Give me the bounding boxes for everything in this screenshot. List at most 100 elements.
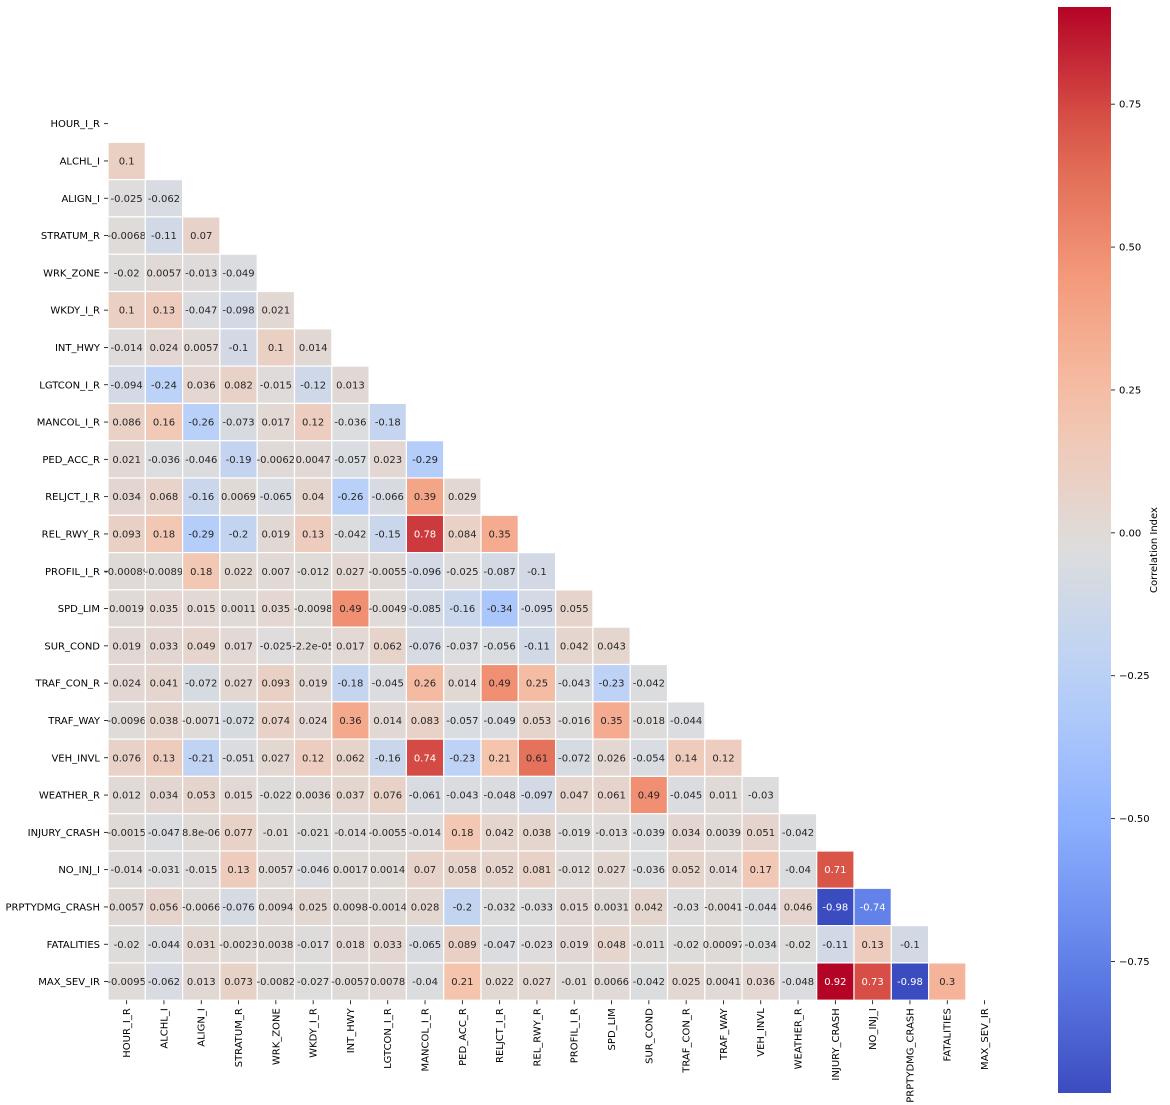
heatmap-cell (592, 701, 631, 740)
heatmap-cell (443, 589, 482, 628)
heatmap-cell (256, 850, 296, 889)
cell-value-label: 0.3 (939, 977, 955, 988)
cell-value-label: 0.076 (112, 753, 141, 764)
heatmap-cell (405, 440, 445, 479)
cell-value-label: 0.049 (187, 641, 216, 652)
cell-value-label: -0.045 (670, 791, 702, 802)
heatmap-cell (666, 701, 706, 740)
cell-value-label: 0.093 (112, 529, 141, 540)
heatmap-cell (517, 850, 557, 889)
cell-value-label: -0.044 (148, 940, 180, 951)
heatmap-cell (144, 365, 184, 405)
cell-value-label: -0.23 (599, 679, 625, 690)
cell-value-label: -0.02 (114, 268, 140, 279)
heatmap-cell (144, 887, 184, 927)
cell-value-label: 0.0047 (296, 455, 331, 466)
cell-value-label: -0.0098 (294, 604, 333, 615)
heatmap-cell (778, 887, 818, 927)
colorbar-gradient-bar (1058, 7, 1111, 1093)
heatmap-cell (256, 626, 296, 666)
x-tick-label: INJURY_CRASH (831, 1008, 842, 1080)
cell-value-label: 0.036 (746, 977, 775, 988)
heatmap-cell (480, 514, 519, 554)
cell-value-label: 0.35 (489, 529, 511, 540)
y-tick-label: REL_RWY_R (42, 529, 100, 540)
heatmap-cell (405, 551, 445, 591)
cell-value-label: 0.13 (862, 940, 884, 951)
cell-value-label: -0.027 (297, 977, 329, 988)
cell-value-label: -0.073 (222, 418, 254, 429)
heatmap-cell (107, 551, 146, 591)
cell-value-label: -0.11 (151, 231, 177, 242)
cell-value-label: -0.021 (297, 828, 329, 839)
cell-value-label: 0.07 (414, 865, 436, 876)
heatmap-cells: 0.1 -0.025 -0.062 -0.0068 -0.11 0.07 -0.02 0.00… (104, 141, 967, 1001)
cell-value-label: 0.033 (373, 940, 402, 951)
cell-value-label: 0.082 (224, 380, 253, 391)
cell-value-label: -0.072 (185, 679, 217, 690)
x-tick-label: REL_RWY_R (532, 1008, 543, 1066)
cell-value-label: -0.29 (412, 455, 438, 466)
cell-value-label: -0.036 (334, 418, 366, 429)
cell-value-label: -0.023 (521, 940, 553, 951)
cell-value-label: 0.35 (600, 716, 622, 727)
cell-value-label: -0.018 (633, 716, 665, 727)
cell-value-label: 0.026 (597, 753, 626, 764)
cell-value-label: -0.013 (595, 828, 627, 839)
cell-value-label: 0.49 (638, 791, 660, 802)
heatmap-cell (368, 924, 408, 964)
cell-value-label: 0.076 (373, 791, 402, 802)
cell-value-label: -0.15 (375, 529, 401, 540)
heatmap-cell (182, 551, 221, 591)
cell-value-label: 0.024 (299, 716, 328, 727)
heatmap-cell (816, 850, 855, 889)
cell-value-label: 0.027 (597, 865, 626, 876)
cell-value-label: -0.26 (188, 418, 214, 429)
x-tick-label: RELJCT_I_R (495, 1008, 506, 1063)
heatmap-cell (144, 253, 184, 293)
heatmap-cell (331, 551, 370, 591)
heatmap-cell (405, 589, 445, 628)
cell-value-label: -0.048 (484, 791, 516, 802)
cell-value-label: 0.074 (262, 716, 291, 727)
cell-value-label: 0.21 (489, 753, 511, 764)
cell-value-label: 0.78 (414, 529, 436, 540)
heatmap-cell (219, 775, 258, 815)
heatmap-cell (182, 701, 221, 740)
heatmap-cell (293, 514, 333, 554)
cell-value-label: 0.019 (262, 529, 291, 540)
cell-value-label: -0.025 (446, 567, 478, 578)
heatmap-cell (480, 813, 519, 852)
cell-value-label: 0.027 (262, 753, 291, 764)
colorbar-ticks: 0.75 0.50 0.25 0.00 −0.25 −0.50 −0.75 (1111, 100, 1150, 968)
heatmap-cell (219, 626, 258, 666)
heatmap-cell (293, 626, 333, 666)
cell-value-label: -0.11 (524, 641, 550, 652)
heatmap-cell (480, 551, 519, 591)
cell-value-label: 0.083 (411, 716, 440, 727)
cell-value-label: -0.0066 (182, 902, 221, 913)
cell-value-label: 0.068 (150, 492, 179, 503)
colorbar-tick-label: 0.00 (1119, 528, 1141, 539)
cell-value-label: -0.022 (260, 791, 292, 802)
heatmap-cell (219, 850, 258, 889)
cell-value-label: 0.042 (560, 641, 589, 652)
heatmap-cell (182, 477, 221, 516)
heatmap-cell (219, 477, 258, 516)
heatmap-cell (517, 887, 557, 927)
y-tick-label: MAX_SEV_IR (38, 977, 100, 988)
x-tick-label: STRATUM_R (234, 1008, 245, 1067)
heatmap-cell (256, 962, 296, 1001)
heatmap-cell (480, 626, 519, 666)
cell-value-label: -0.061 (409, 791, 441, 802)
heatmap-cell (368, 402, 408, 442)
cell-value-label: 0.0066 (594, 977, 629, 988)
cell-value-label: -0.057 (334, 455, 366, 466)
cell-value-label: 0.25 (526, 679, 548, 690)
heatmap-cell (741, 813, 780, 852)
cell-value-label: -0.076 (409, 641, 441, 652)
heatmap-cell (405, 701, 445, 740)
heatmap-cell (182, 738, 221, 777)
cell-value-label: -0.03 (673, 902, 699, 913)
cell-value-label: 0.0094 (258, 902, 293, 913)
